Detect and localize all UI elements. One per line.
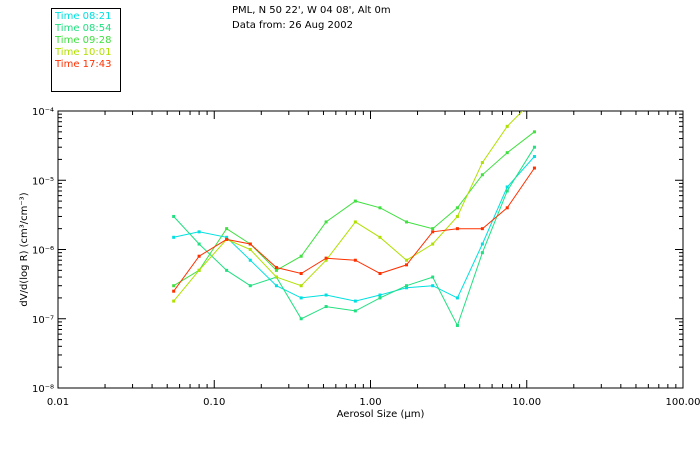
series-point-1: [405, 286, 409, 290]
series-point-3: [505, 151, 509, 155]
series-point-1: [225, 235, 229, 239]
x-tick-label: 100.00: [666, 397, 700, 408]
series-point-5: [225, 237, 229, 241]
y-tick-label: 10⁻⁸: [32, 384, 54, 395]
x-tick-label: 10.00: [512, 397, 541, 408]
series-point-4: [324, 258, 328, 262]
series-point-2: [324, 305, 328, 309]
series-point-3: [172, 284, 176, 288]
series-point-2: [172, 214, 176, 218]
series-point-1: [324, 293, 328, 297]
series-point-1: [431, 284, 435, 288]
series-point-5: [353, 258, 357, 262]
series-point-5: [274, 265, 278, 269]
series-point-3: [532, 130, 536, 134]
series-point-1: [505, 185, 509, 189]
series-point-2: [248, 284, 252, 288]
series-point-5: [299, 272, 303, 276]
series-point-5: [405, 263, 409, 267]
series-point-3: [274, 268, 278, 272]
series-point-1: [197, 230, 201, 234]
series-point-2: [532, 145, 536, 149]
y-tick-label: 10⁻⁴: [32, 107, 54, 118]
series-point-5: [378, 272, 382, 276]
series-point-5: [197, 254, 201, 258]
series-point-3: [225, 227, 229, 231]
series-point-5: [455, 227, 459, 231]
series-point-3: [480, 173, 484, 177]
legend-list: Time 08:21 Time 08:54 Time 09:28 Time 10:01…: [55, 11, 111, 71]
series-point-1: [172, 235, 176, 239]
legend-entry-4: Time 10:01: [55, 47, 112, 58]
series-point-1: [378, 293, 382, 297]
x-tick-label: 0.01: [47, 397, 69, 408]
y-axis-label: dV/d(log R) (cm³/cm⁻³): [19, 192, 30, 306]
series-point-1: [248, 258, 252, 262]
series-point-3: [353, 199, 357, 203]
chart-legend: Time 08:21 Time 08:54 Time 09:28 Time 10:01…: [51, 8, 121, 92]
series-point-2: [353, 309, 357, 313]
series-point-4: [274, 275, 278, 279]
series-point-4: [353, 220, 357, 224]
series-point-3: [431, 227, 435, 231]
series-point-5: [431, 230, 435, 234]
series-point-5: [248, 242, 252, 246]
series-point-1: [299, 296, 303, 300]
series-point-2: [225, 268, 229, 272]
y-tick-label: 10⁻⁷: [32, 315, 54, 326]
series-point-3: [378, 206, 382, 210]
series-point-4: [405, 258, 409, 262]
series-point-1: [480, 242, 484, 246]
series-point-4: [378, 235, 382, 239]
series-point-1: [274, 284, 278, 288]
series-point-2: [197, 242, 201, 246]
series-point-1: [353, 299, 357, 303]
series-point-4: [299, 284, 303, 288]
series-point-3: [324, 220, 328, 224]
series-point-5: [505, 206, 509, 210]
series-point-4: [505, 124, 509, 128]
series-point-4: [455, 214, 459, 218]
series-point-4: [533, 97, 536, 100]
series-point-2: [378, 296, 382, 300]
legend-entry-2: Time 08:54: [55, 23, 112, 34]
series-point-5: [324, 256, 328, 260]
series-point-3: [299, 254, 303, 258]
data-date-text: Data from: 26 Aug 2002: [232, 20, 353, 31]
x-axis-label: Aerosol Size (μm): [337, 409, 425, 420]
series-point-5: [532, 166, 536, 170]
x-tick-label: 1.00: [359, 397, 381, 408]
series-group: [172, 97, 536, 327]
x-tick-label: 0.10: [203, 397, 225, 408]
series-point-1: [532, 155, 536, 159]
series-point-4: [172, 299, 176, 303]
series-point-1: [455, 296, 459, 300]
series-point-4: [248, 248, 252, 251]
series-point-5: [172, 289, 176, 293]
series-point-3: [455, 206, 459, 210]
y-tick-label: 10⁻⁶: [32, 246, 54, 257]
site-info-text: PML, N 50 22', W 04 08', Alt 0m: [232, 5, 391, 16]
series-point-2: [455, 323, 459, 327]
series-line-3: [173, 131, 535, 287]
series-point-2: [480, 251, 484, 255]
series-point-4: [480, 161, 484, 165]
series-point-2: [405, 284, 409, 288]
legend-entry-5: Time 17:43: [55, 59, 112, 70]
series-point-2: [505, 189, 509, 193]
series-point-5: [480, 227, 484, 231]
series-point-4: [431, 242, 435, 246]
legend-entry-3: Time 09:28: [55, 35, 112, 46]
series-point-2: [431, 275, 435, 279]
series-point-3: [405, 220, 409, 224]
y-tick-label: 10⁻⁵: [32, 176, 54, 187]
series-point-2: [299, 317, 303, 321]
legend-entry-1: Time 08:21: [55, 11, 112, 22]
series-point-4: [197, 268, 201, 272]
plot-frame: [57, 110, 684, 389]
